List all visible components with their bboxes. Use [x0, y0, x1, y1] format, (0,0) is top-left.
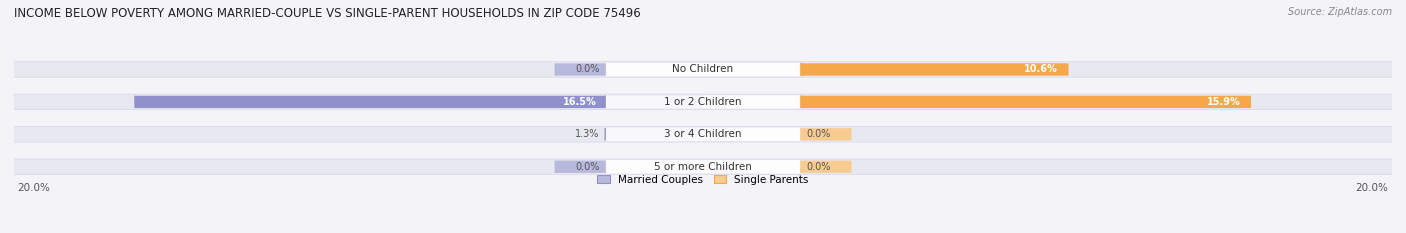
Text: 1.3%: 1.3%: [575, 129, 599, 139]
Text: 3 or 4 Children: 3 or 4 Children: [664, 129, 742, 139]
Text: Source: ZipAtlas.com: Source: ZipAtlas.com: [1288, 7, 1392, 17]
Text: 5 or more Children: 5 or more Children: [654, 162, 752, 172]
FancyBboxPatch shape: [799, 128, 852, 140]
Text: 0.0%: 0.0%: [575, 65, 599, 75]
Text: 1 or 2 Children: 1 or 2 Children: [664, 97, 742, 107]
FancyBboxPatch shape: [799, 161, 852, 173]
Text: 20.0%: 20.0%: [17, 183, 51, 193]
FancyBboxPatch shape: [605, 96, 703, 108]
Text: 20.0%: 20.0%: [1355, 183, 1389, 193]
Text: INCOME BELOW POVERTY AMONG MARRIED-COUPLE VS SINGLE-PARENT HOUSEHOLDS IN ZIP COD: INCOME BELOW POVERTY AMONG MARRIED-COUPL…: [14, 7, 641, 20]
FancyBboxPatch shape: [799, 96, 1251, 108]
FancyBboxPatch shape: [14, 159, 1392, 175]
FancyBboxPatch shape: [554, 63, 607, 76]
FancyBboxPatch shape: [797, 96, 803, 108]
FancyBboxPatch shape: [797, 63, 803, 76]
Text: No Children: No Children: [672, 65, 734, 75]
FancyBboxPatch shape: [606, 128, 800, 141]
Text: 0.0%: 0.0%: [807, 129, 831, 139]
FancyBboxPatch shape: [606, 63, 800, 76]
FancyBboxPatch shape: [14, 62, 1392, 77]
FancyBboxPatch shape: [605, 128, 703, 140]
FancyBboxPatch shape: [554, 161, 607, 173]
Text: 0.0%: 0.0%: [575, 162, 599, 172]
FancyBboxPatch shape: [14, 127, 1392, 142]
Text: 15.9%: 15.9%: [1206, 97, 1240, 107]
Text: 0.0%: 0.0%: [807, 162, 831, 172]
Text: 10.6%: 10.6%: [1024, 65, 1057, 75]
FancyBboxPatch shape: [14, 94, 1392, 110]
FancyBboxPatch shape: [135, 96, 607, 108]
FancyBboxPatch shape: [606, 160, 800, 173]
Legend: Married Couples, Single Parents: Married Couples, Single Parents: [593, 171, 813, 189]
FancyBboxPatch shape: [799, 63, 1069, 76]
FancyBboxPatch shape: [606, 95, 800, 109]
Text: 16.5%: 16.5%: [562, 97, 596, 107]
